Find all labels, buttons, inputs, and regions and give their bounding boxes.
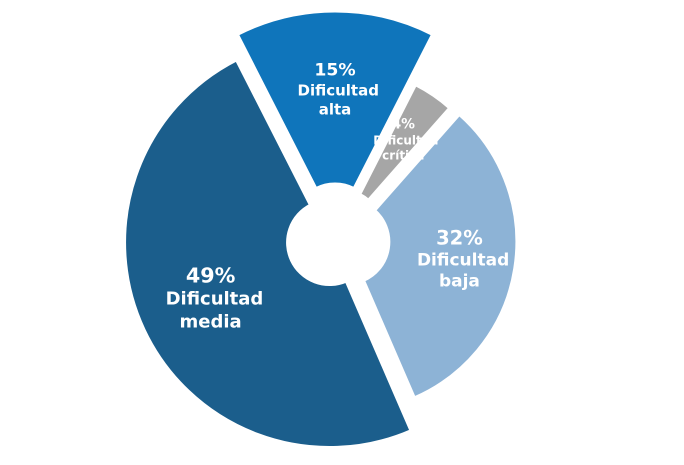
slice-label: 32% Dificultad baja [408,226,510,293]
pie-slice [357,82,452,203]
pie-slice [361,112,519,400]
slice-label: 49% Dificultad media [157,263,265,334]
slice-label: 4% Dificultad crítica [367,116,439,163]
value-label: 15% [314,59,356,80]
category-label: Dificultad crítica [373,133,439,163]
pie-slice [123,57,413,450]
value-label: 49% [185,263,236,288]
category-label: Dificultad baja [416,250,510,292]
value-label: 32% [436,226,483,250]
category-label: Dificultad media [165,288,264,333]
pie-slice [235,9,435,191]
value-label: 4% [391,115,415,132]
category-label: Dificultad alta [297,81,379,119]
slice-label: 15% Dificultad alta [290,60,380,119]
